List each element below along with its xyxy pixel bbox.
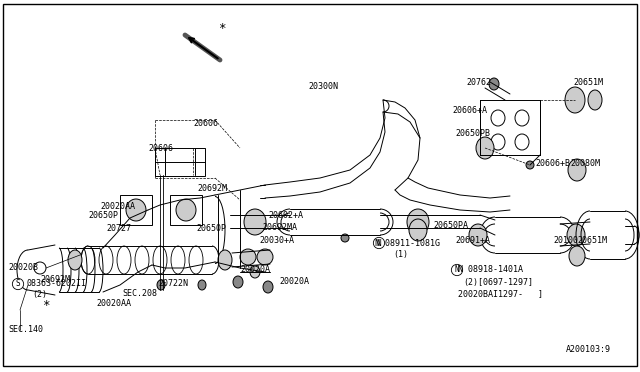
Ellipse shape (526, 161, 534, 169)
Text: 20020A: 20020A (240, 264, 270, 273)
Text: 20650P: 20650P (88, 211, 118, 219)
Text: 20692M: 20692M (40, 276, 70, 285)
Text: 20651M: 20651M (573, 77, 603, 87)
Ellipse shape (263, 281, 273, 293)
Text: (2)[0697-1297]: (2)[0697-1297] (463, 278, 533, 286)
Ellipse shape (240, 249, 256, 265)
Ellipse shape (567, 224, 585, 246)
Text: 20722N: 20722N (158, 279, 188, 289)
Ellipse shape (198, 280, 206, 290)
Text: 20650P: 20650P (196, 224, 226, 232)
Ellipse shape (569, 246, 585, 266)
Text: (1): (1) (393, 250, 408, 259)
Ellipse shape (341, 234, 349, 242)
Text: 08363-6202II: 08363-6202II (26, 279, 86, 289)
Text: 20020BAI1297-   ]: 20020BAI1297- ] (458, 289, 543, 298)
Ellipse shape (565, 87, 585, 113)
Text: 20606+A: 20606+A (452, 106, 487, 115)
Ellipse shape (407, 209, 429, 235)
Text: 20030+A: 20030+A (259, 235, 294, 244)
Ellipse shape (218, 250, 232, 270)
Ellipse shape (489, 78, 499, 90)
Text: SEC.208: SEC.208 (122, 289, 157, 298)
Ellipse shape (233, 276, 243, 288)
Text: 20606: 20606 (148, 144, 173, 153)
Ellipse shape (68, 250, 82, 270)
Ellipse shape (469, 224, 487, 246)
Text: N 08918-1401A: N 08918-1401A (458, 266, 523, 275)
Text: *: * (218, 22, 226, 35)
Text: 20650PB: 20650PB (455, 128, 490, 138)
Ellipse shape (409, 219, 427, 241)
Ellipse shape (476, 137, 494, 159)
Ellipse shape (515, 110, 529, 126)
Ellipse shape (257, 249, 273, 265)
Text: 20692M: 20692M (197, 183, 227, 192)
Text: 20080M: 20080M (570, 158, 600, 167)
Text: A200103:9: A200103:9 (566, 346, 611, 355)
Text: S: S (16, 279, 20, 289)
Text: N: N (377, 238, 381, 247)
Text: 20020A: 20020A (279, 276, 309, 285)
Ellipse shape (157, 280, 165, 290)
Text: (2): (2) (32, 291, 47, 299)
Bar (120, 195, 152, 225)
Ellipse shape (244, 209, 266, 235)
Bar (170, 195, 202, 225)
Text: 20020AA: 20020AA (96, 299, 131, 308)
Text: 20100: 20100 (553, 235, 578, 244)
Text: N: N (454, 266, 460, 275)
Text: 20650PA: 20650PA (433, 221, 468, 230)
Ellipse shape (588, 90, 602, 110)
Text: 20692MA: 20692MA (262, 222, 297, 231)
Text: 20300N: 20300N (308, 81, 338, 90)
Text: *: * (42, 299, 50, 312)
Text: 20020AA: 20020AA (100, 202, 135, 211)
Ellipse shape (176, 199, 196, 221)
Ellipse shape (568, 159, 586, 181)
Text: 20606: 20606 (193, 119, 218, 128)
Text: 20606+B: 20606+B (535, 158, 570, 167)
Ellipse shape (250, 266, 260, 278)
Text: SEC.140: SEC.140 (8, 326, 43, 334)
Text: 20651M: 20651M (577, 235, 607, 244)
Ellipse shape (491, 134, 505, 150)
Bar (155, 148, 205, 176)
Text: 20691+A: 20691+A (455, 235, 490, 244)
Text: 20602+A: 20602+A (268, 211, 303, 219)
Text: 20020B: 20020B (8, 263, 38, 273)
Ellipse shape (515, 134, 529, 150)
Ellipse shape (491, 110, 505, 126)
Text: N 08911-1081G: N 08911-1081G (375, 238, 440, 247)
Text: 20762: 20762 (466, 77, 491, 87)
Ellipse shape (126, 199, 146, 221)
Text: 20727: 20727 (106, 224, 131, 232)
